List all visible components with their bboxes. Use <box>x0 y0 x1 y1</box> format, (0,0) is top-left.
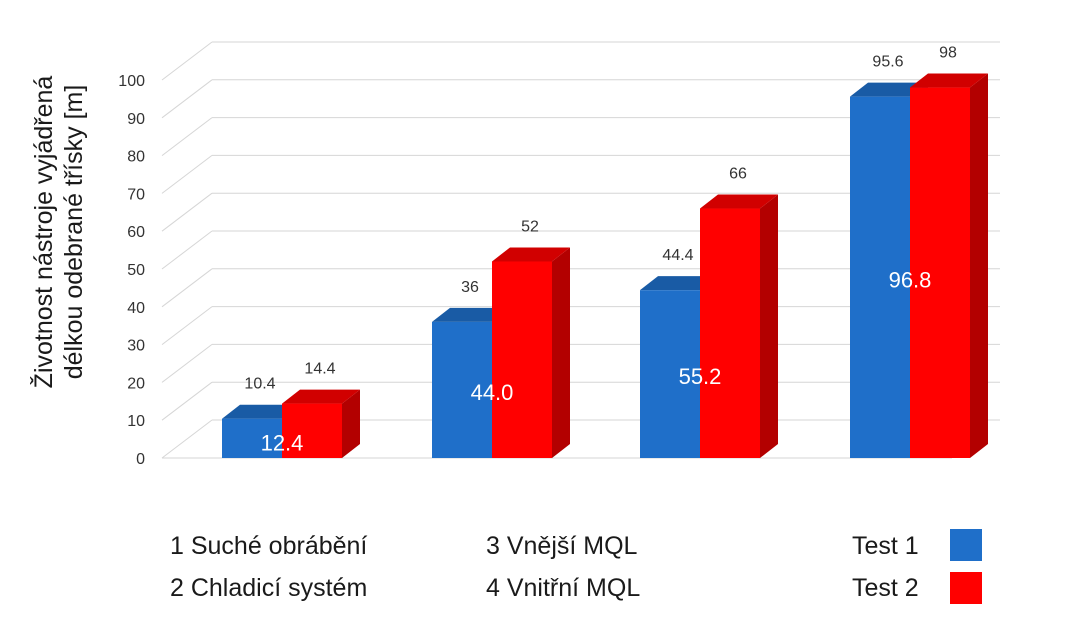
y-tick-label: 80 <box>127 149 145 166</box>
data-label: 98 <box>939 45 957 62</box>
gridline <box>161 268 213 308</box>
bar-front <box>910 87 970 458</box>
bar-test-2-cat-4 <box>910 73 988 458</box>
bar-front <box>222 418 282 458</box>
legend-series-1-swatch <box>950 529 982 561</box>
data-label: 44.4 <box>662 247 693 264</box>
bar-top <box>432 307 510 322</box>
legend-series-2-swatch <box>950 572 982 604</box>
data-label: 52 <box>521 218 539 235</box>
bar-test-2-cat-1 <box>282 389 360 458</box>
legend-series-1-label: Test 1 <box>852 532 919 560</box>
legend-series-2-label: Test 2 <box>852 574 919 602</box>
bar-side <box>552 247 570 458</box>
gridline <box>161 381 213 421</box>
y-tick-label: 10 <box>127 413 145 430</box>
gridline <box>161 306 213 345</box>
bar-front <box>850 96 910 458</box>
bar-front <box>700 208 760 458</box>
y-tick-label: 100 <box>118 73 145 90</box>
gridline <box>161 419 213 459</box>
y-tick-label: 50 <box>127 262 145 279</box>
bar-side <box>970 73 988 458</box>
data-label: 14.4 <box>304 361 335 378</box>
gridline <box>161 117 213 156</box>
y-tick-label: 0 <box>136 451 145 468</box>
y-tick-label: 20 <box>127 375 145 392</box>
legend-category-2: 2 Chladicí systém <box>170 574 368 602</box>
data-label: 95.6 <box>872 54 903 71</box>
bar-top <box>700 194 778 209</box>
bar-top <box>222 404 300 419</box>
inner-value-label: 96.8 <box>889 267 932 292</box>
data-label: 66 <box>729 166 747 183</box>
inner-value-label: 55.2 <box>679 364 722 389</box>
bar-front <box>432 321 492 458</box>
legend-category-4: 4 Vnitřní MQL <box>486 574 641 602</box>
gridline <box>161 79 213 119</box>
bar-top <box>492 247 570 262</box>
bar-top <box>282 389 360 404</box>
y-axis-ticks: 0 10 20 30 40 50 60 70 80 90 100 <box>118 73 145 468</box>
data-labels: 10.4 14.4 12.4 36 52 44.0 44.4 66 55.2 95.6 98 96.8 <box>244 45 957 456</box>
bar-front <box>282 403 342 458</box>
legend-category-1: 1 Suché obrábění <box>170 532 368 560</box>
data-label: 36 <box>461 279 479 296</box>
gridline <box>161 41 213 81</box>
bar-side <box>342 389 360 458</box>
bar-front <box>492 261 552 458</box>
y-tick-label: 30 <box>127 338 145 355</box>
bar-test-2-cat-2 <box>492 247 570 458</box>
bar-side <box>760 194 778 458</box>
y-tick-label: 60 <box>127 224 145 241</box>
bars <box>222 73 988 458</box>
gridline <box>161 155 213 194</box>
y-axis-title-line2: délkou odebrané třísky [m] <box>60 85 88 380</box>
y-tick-label: 70 <box>127 186 145 203</box>
data-label: 10.4 <box>244 376 275 393</box>
y-tick-label: 40 <box>127 300 145 317</box>
inner-value-label: 44.0 <box>471 380 514 405</box>
gridline <box>161 230 213 270</box>
gridline <box>161 344 213 383</box>
bar-top <box>640 276 718 291</box>
inner-value-label: 12.4 <box>261 431 304 456</box>
legend-category-3: 3 Vnější MQL <box>486 532 638 560</box>
bar-front <box>640 290 700 458</box>
y-axis-title-line1: Životnost nástroje vyjádřená <box>29 76 58 389</box>
bar-top <box>850 82 928 97</box>
y-tick-label: 90 <box>127 111 145 128</box>
bar-top <box>910 73 988 88</box>
gridline <box>161 192 213 232</box>
bar-test-2-cat-3 <box>700 194 778 458</box>
